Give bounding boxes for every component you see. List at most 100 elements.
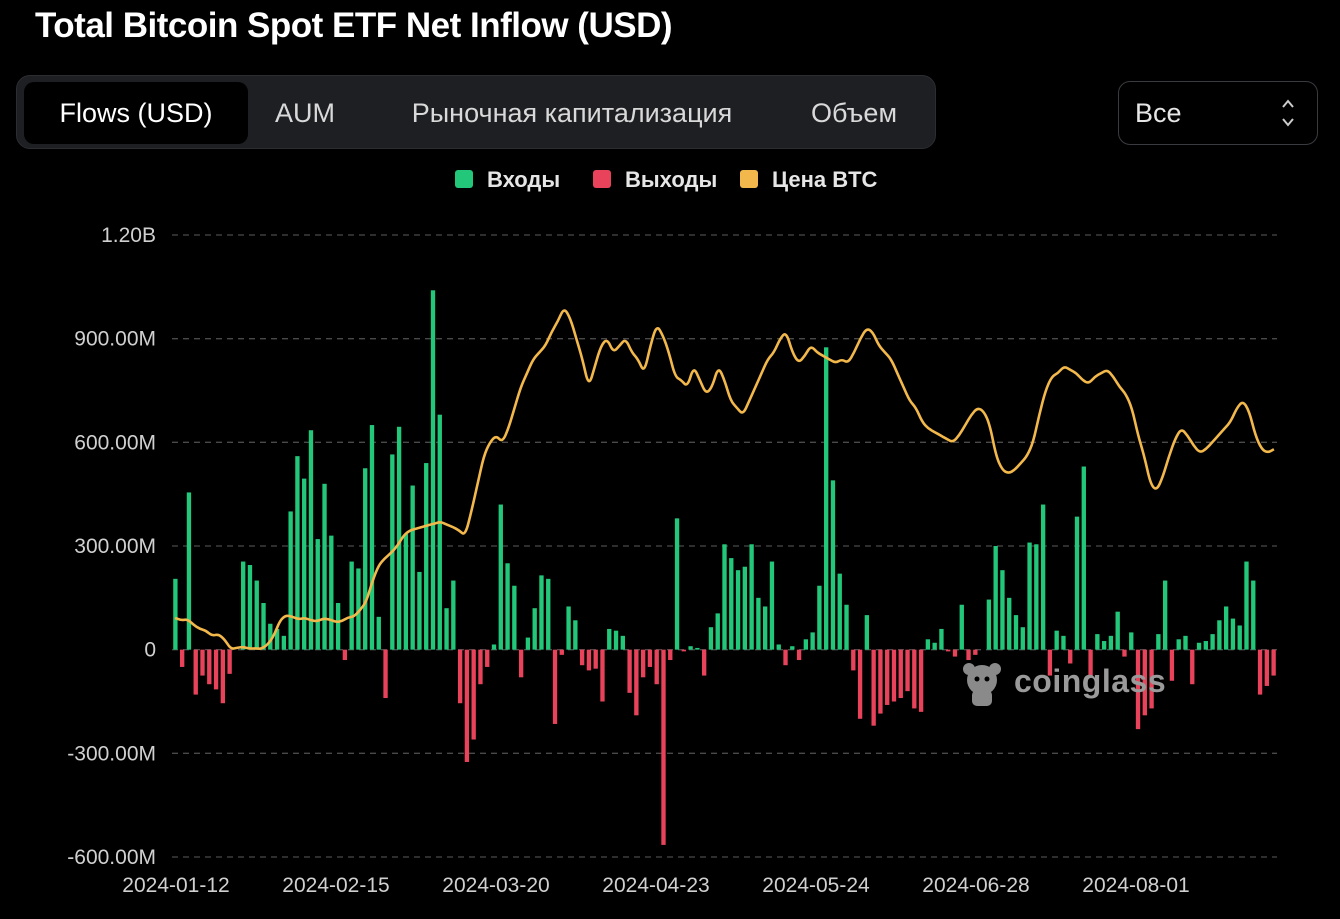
- outflow-bar: [647, 649, 653, 667]
- outflow-bar: [1142, 649, 1147, 716]
- inflow-bar: [939, 628, 944, 650]
- watermark-text: coinglass: [1014, 663, 1167, 699]
- btc-price-series: [174, 309, 1275, 650]
- inflow-bar: [837, 573, 842, 650]
- inflow-bar: [247, 565, 253, 650]
- inflow-bar: [186, 492, 192, 650]
- inflow-bar: [308, 430, 314, 650]
- inflow-bar: [1196, 642, 1202, 650]
- inflow-bar: [824, 347, 829, 650]
- outflow-bar: [1135, 649, 1141, 730]
- inflow-bar: [512, 585, 517, 650]
- inflow-bar: [410, 485, 415, 650]
- inflow-bar: [1230, 618, 1236, 650]
- legend-outflows-swatch: [593, 170, 611, 189]
- btc-price-line: [174, 309, 1275, 650]
- inflow-bar: [491, 644, 497, 650]
- inflow-bar: [830, 480, 836, 650]
- outflow-bar: [796, 649, 802, 661]
- inflow-bar: [546, 578, 551, 650]
- inflow-bar: [1162, 580, 1168, 650]
- outflow-bar: [1169, 649, 1175, 681]
- outflow-bar: [220, 649, 226, 704]
- inflow-bar: [817, 585, 822, 650]
- inflow-bar: [864, 615, 870, 650]
- inflow-bar: [1013, 615, 1019, 650]
- outflow-bar: [179, 649, 185, 667]
- outflow-bar: [654, 649, 659, 685]
- outflow-bar: [1257, 649, 1263, 695]
- range-select[interactable]: Все: [1118, 81, 1318, 145]
- inflow-bar: [620, 635, 625, 650]
- legend-inflows-label: Входы: [487, 167, 561, 192]
- outflow-bar: [661, 649, 666, 845]
- outflow-bar: [857, 649, 863, 719]
- tab-volume[interactable]: Объем: [810, 98, 898, 128]
- outflow-bar: [227, 649, 232, 674]
- x-tick-label: 2024-03-20: [442, 874, 549, 897]
- inflow-bar: [295, 456, 300, 650]
- inflow-bar: [1000, 570, 1005, 650]
- y-tick-label: 0: [144, 639, 156, 662]
- inflow-bar: [329, 535, 334, 650]
- inflow-bar: [749, 544, 754, 650]
- outflow-bar: [1190, 649, 1195, 685]
- inflow-bar: [1074, 516, 1080, 650]
- inflow-bar: [302, 478, 307, 650]
- inflow-bar: [396, 426, 402, 650]
- outflow-bar: [478, 649, 483, 685]
- outflow-bar: [485, 649, 490, 667]
- inflow-bar: [769, 561, 775, 650]
- legend-outflows[interactable]: Выходы: [593, 163, 717, 197]
- outflow-bar: [200, 649, 205, 676]
- outflow-bar: [898, 649, 903, 699]
- inflow-bar: [173, 578, 178, 650]
- inflow-bar: [986, 599, 992, 650]
- inflow-bar: [756, 597, 761, 650]
- legend-btc-price[interactable]: Цена BTC: [740, 163, 877, 197]
- inflow-bar: [1237, 625, 1242, 650]
- outflow-bar: [342, 649, 348, 661]
- inflow-bar: [532, 608, 537, 650]
- metric-tabs: Flows (USD) AUM Рыночная капитализация О…: [16, 75, 936, 149]
- outflow-bar: [1122, 649, 1127, 657]
- tab-flows[interactable]: Flows (USD): [24, 82, 248, 144]
- inflow-bar: [1061, 635, 1066, 650]
- x-tick-label: 2024-06-28: [922, 874, 1029, 897]
- legend-inflows[interactable]: Входы: [455, 163, 560, 197]
- inflow-bar: [1244, 561, 1249, 650]
- inflow-bar: [430, 290, 436, 650]
- inflow-bar: [1108, 635, 1114, 650]
- outflow-bar: [912, 649, 917, 709]
- inflow-bar: [1176, 639, 1181, 650]
- outflow-bar: [579, 649, 585, 666]
- y-tick-label: 300.00M: [74, 535, 156, 558]
- inflow-bar: [810, 632, 815, 650]
- inflow-bar: [674, 518, 680, 650]
- inflow-bar: [1203, 641, 1208, 650]
- inflow-bar: [1095, 634, 1100, 650]
- x-tick-label: 2024-05-24: [762, 874, 870, 897]
- outflow-bar: [464, 649, 470, 762]
- inflow-bar: [1115, 611, 1120, 650]
- x-tick-label: 2024-08-01: [1082, 874, 1189, 897]
- outflow-bar: [946, 649, 951, 652]
- y-tick-label: -600.00M: [67, 846, 156, 869]
- inflow-bar: [735, 570, 741, 650]
- inflow-bar: [993, 546, 998, 650]
- inflow-bar: [708, 627, 714, 650]
- tab-aum[interactable]: AUM: [275, 98, 335, 128]
- outflow-bar: [383, 649, 388, 699]
- tab-market-cap[interactable]: Рыночная капитализация: [411, 98, 733, 128]
- flows-chart: 1.20B 900.00M 600.00M 300.00M 0 -300.00M -600.…: [67, 224, 1277, 897]
- outflow-bar: [851, 649, 856, 671]
- inflow-bar: [356, 568, 361, 650]
- inflow-bar: [1183, 635, 1188, 650]
- outflow-bar: [1264, 649, 1270, 686]
- outflow-bar: [457, 649, 463, 704]
- inflow-bar: [1156, 634, 1161, 650]
- inflow-bar: [613, 630, 619, 650]
- inflow-bar: [403, 533, 409, 650]
- inflow-bar: [722, 544, 727, 650]
- outflow-bar: [593, 649, 598, 669]
